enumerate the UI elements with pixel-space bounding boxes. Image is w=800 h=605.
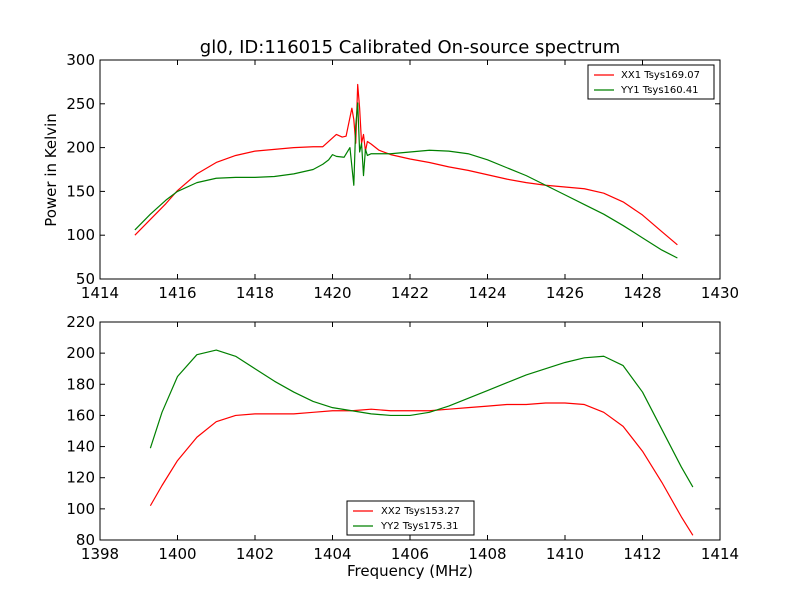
top-y-axis-label: Power in Kelvin (42, 113, 60, 227)
bottom-legend-box (346, 500, 475, 536)
top-y-tick-label: 100 (66, 226, 95, 244)
top-x-tick-label: 1414 (81, 284, 119, 302)
top-x-tick-label: 1418 (236, 284, 274, 302)
top-plot-area: 1414 1416 1418 1420 1422 1424 1426 1428 1430 50 10… (66, 51, 739, 302)
top-legend-label-xx1: XX1 Tsys169.07 (621, 70, 700, 81)
chart-title: gl0, ID:116015 Calibrated On-source spec… (200, 37, 620, 58)
bottom-x-tick-label: 1402 (236, 545, 274, 563)
top-legend-box (587, 64, 715, 100)
bottom-y-tick-label: 120 (66, 469, 95, 487)
bottom-plot-area: 1398 1400 1402 1404 1406 1408 1410 1412 1414 80 10… (66, 313, 739, 563)
top-plot-frame (99, 59, 721, 280)
top-y-tick-label: 150 (66, 182, 95, 200)
bottom-y-tick-label: 160 (66, 406, 95, 424)
bottom-series-xx2-line (149, 402, 694, 536)
bottom-y-tick-label: 220 (66, 313, 95, 331)
top-y-tick-label: 250 (66, 95, 95, 113)
top-x-tick-label: 1416 (158, 284, 196, 302)
top-legend: XX1 Tsys169.07 YY1 Tsys160.41 (587, 64, 715, 100)
bottom-y-tick-label: 200 (66, 344, 95, 362)
bottom-y-tick-label: 80 (76, 531, 95, 549)
top-series-yy1-line (134, 102, 678, 259)
bottom-y-tick-label: 140 (66, 438, 95, 456)
bottom-x-tick-label: 1398 (81, 545, 119, 563)
top-y-tick-label: 50 (76, 270, 95, 288)
top-x-tick-label: 1430 (701, 284, 739, 302)
top-x-tick-label: 1420 (313, 284, 351, 302)
bottom-x-tick-label: 1408 (468, 545, 506, 563)
top-legend-label-yy1: YY1 Tsys160.41 (620, 85, 699, 96)
bottom-x-tick-label: 1412 (623, 545, 661, 563)
bottom-legend-label-xx2: XX2 Tsys153.27 (381, 506, 460, 517)
bottom-plot-frame (99, 321, 721, 541)
top-series-xx1-line (134, 83, 678, 246)
bottom-x-tick-label: 1404 (313, 545, 351, 563)
top-x-tick-label: 1426 (546, 284, 584, 302)
bottom-y-tick-label: 180 (66, 375, 95, 393)
bottom-series-yy2-line (149, 349, 694, 488)
bottom-x-tick-label: 1400 (158, 545, 196, 563)
bottom-x-tick-label: 1410 (546, 545, 584, 563)
bottom-legend: XX2 Tsys153.27 YY2 Tsys175.31 (346, 500, 475, 536)
top-x-tick-label: 1428 (623, 284, 661, 302)
top-y-tick-label: 300 (66, 51, 95, 69)
top-y-tick-label: 200 (66, 139, 95, 157)
top-x-tick-label: 1422 (391, 284, 429, 302)
top-x-tick-label: 1424 (468, 284, 506, 302)
bottom-y-tick-label: 100 (66, 500, 95, 518)
bottom-x-tick-label: 1406 (391, 545, 429, 563)
bottom-x-tick-label: 1414 (701, 545, 739, 563)
bottom-legend-label-yy2: YY2 Tsys175.31 (380, 521, 459, 532)
bottom-x-axis-label: Frequency (MHz) (347, 562, 473, 580)
